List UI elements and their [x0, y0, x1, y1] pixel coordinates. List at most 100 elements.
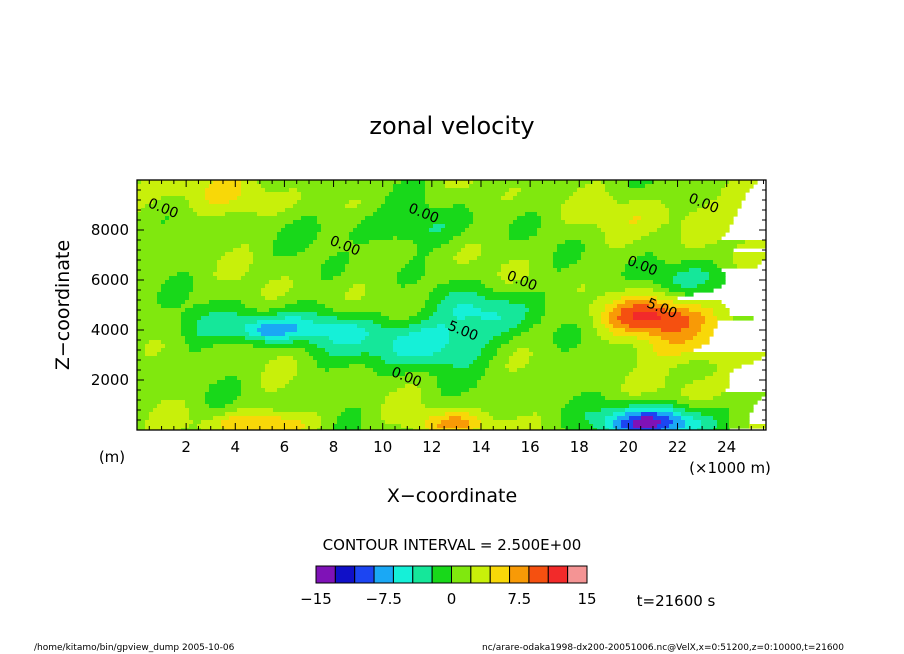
field-cell: [137, 308, 186, 313]
field-cell: [509, 368, 518, 373]
field-cell: [501, 268, 530, 273]
field-cell: [625, 408, 674, 413]
field-cell: [317, 428, 334, 430]
field-cell: [517, 416, 542, 421]
field-cell: [205, 188, 242, 193]
field-cell: [301, 196, 386, 201]
field-cell: [329, 256, 350, 261]
field-cell: [609, 192, 722, 197]
field-cell: [605, 188, 722, 193]
field-cell: [365, 284, 402, 289]
field-cell: [345, 264, 406, 269]
field-cell: [389, 192, 426, 197]
field-cell: [181, 316, 202, 321]
field-cell: [437, 304, 458, 309]
colorbar-swatch: [412, 565, 433, 584]
field-cell: [145, 204, 190, 209]
field-cell: [537, 412, 562, 417]
field-cell: [481, 252, 554, 257]
field-cell: [137, 284, 162, 289]
field-cell: [581, 336, 602, 341]
field-cell: [193, 288, 262, 293]
field-cell: [277, 212, 374, 217]
field-cell: [633, 368, 670, 373]
x-tick-label: 20: [619, 438, 638, 456]
field-cell: [333, 428, 362, 430]
field-cell: [517, 368, 634, 373]
field-cell: [469, 260, 510, 265]
field-cell: [717, 364, 742, 369]
field-cell: [277, 312, 318, 317]
field-cell: [329, 368, 374, 373]
field-cell: [333, 424, 362, 429]
field-cell: [153, 408, 190, 413]
field-cell: [689, 360, 710, 365]
field-cell: [685, 384, 730, 389]
field-cell: [381, 412, 446, 417]
field-cell: [361, 200, 386, 205]
field-cell: [657, 296, 678, 301]
field-cell: [605, 292, 666, 297]
field-cell: [657, 352, 682, 357]
field-cell: [197, 320, 258, 325]
field-cell: [341, 412, 362, 417]
field-cell: [473, 220, 514, 225]
field-cell: [601, 336, 638, 341]
field-cell: [545, 296, 598, 301]
field-cell: [669, 216, 686, 221]
field-cell: [453, 236, 510, 241]
field-cell: [297, 328, 366, 333]
field-cell: [185, 308, 258, 313]
field-cell: [493, 356, 510, 361]
field-cell: [189, 200, 210, 205]
field-cell: [361, 296, 430, 301]
field-cell: [353, 240, 370, 245]
field-cell: [197, 328, 246, 333]
field-cell: [605, 424, 614, 429]
field-cell: [637, 220, 670, 225]
field-cell: [717, 196, 746, 201]
field-cell: [625, 276, 674, 281]
field-cell: [309, 352, 330, 357]
field-cell: [213, 272, 246, 277]
field-cell: [137, 184, 210, 189]
field-cell: [569, 400, 678, 405]
field-cell: [673, 404, 690, 409]
field-cell: [541, 428, 566, 430]
field-cell: [429, 316, 458, 321]
field-cell: [189, 408, 238, 413]
field-cell: [137, 224, 286, 229]
field-cell: [237, 396, 386, 401]
field-cell: [573, 192, 610, 197]
field-cell: [681, 232, 726, 237]
field-cell: [597, 428, 610, 430]
field-cell: [653, 288, 670, 293]
field-cell: [609, 312, 622, 317]
field-cell: [457, 304, 474, 309]
field-cell: [421, 396, 574, 401]
field-cell: [217, 264, 250, 269]
field-cell: [437, 376, 482, 381]
field-cell: [393, 340, 450, 345]
field-cell: [465, 316, 482, 321]
field-cell: [593, 316, 602, 321]
field-cell: [497, 352, 514, 357]
field-cell: [653, 180, 730, 185]
field-cell: [137, 328, 182, 333]
field-cell: [665, 376, 706, 381]
field-cell: [589, 304, 606, 309]
field-cell: [517, 348, 530, 353]
field-cell: [409, 260, 426, 265]
field-cell: [141, 208, 194, 213]
field-cell: [685, 216, 734, 221]
colorbar-swatch: [354, 565, 375, 584]
field-cell: [289, 288, 350, 293]
field-cell: [237, 196, 302, 201]
field-cell: [137, 180, 142, 185]
field-cell: [441, 388, 470, 393]
field-cell: [673, 408, 686, 413]
field-cell: [437, 384, 478, 389]
field-cell: [233, 248, 250, 253]
field-cell: [441, 244, 466, 249]
field-cell: [637, 360, 690, 365]
